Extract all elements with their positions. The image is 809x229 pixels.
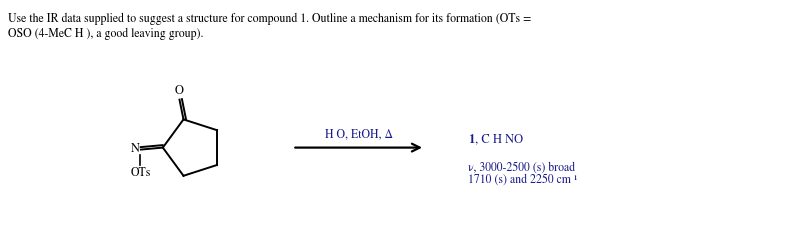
- Text: 1: 1: [468, 134, 474, 146]
- Text: ν, 3000-2500 (s) broad: ν, 3000-2500 (s) broad: [468, 161, 574, 173]
- Text: OTs: OTs: [131, 167, 151, 179]
- Text: O: O: [175, 85, 184, 97]
- Text: N: N: [131, 144, 140, 155]
- Text: , C₅H₇NO₂: , C₅H₇NO₂: [475, 134, 526, 146]
- Text: Use the IR data supplied to suggest a structure for compound 1. Outline a mechan: Use the IR data supplied to suggest a st…: [8, 12, 532, 25]
- Text: OSO₂(4-MeC₆H₄), a good leaving group).: OSO₂(4-MeC₆H₄), a good leaving group).: [8, 28, 204, 40]
- Text: 1710 (s) and 2250 cm⁻¹: 1710 (s) and 2250 cm⁻¹: [468, 174, 577, 186]
- Text: H₂O, EtOH, Δ: H₂O, EtOH, Δ: [324, 129, 392, 141]
